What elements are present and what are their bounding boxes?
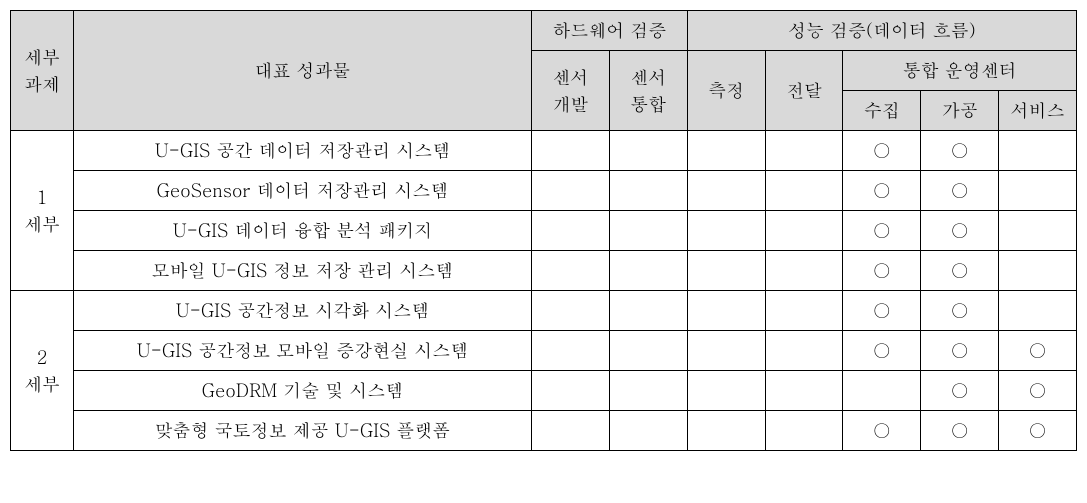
table-body: 1세부U-GIS 공간 데이터 저장관리 시스템○○GeoSensor 데이터 … xyxy=(11,131,1077,451)
mark-cell xyxy=(999,211,1077,251)
table-row: GeoSensor 데이터 저장관리 시스템 ○○ xyxy=(11,171,1077,211)
mark-cell: ○ xyxy=(921,331,999,371)
mark-cell: ○ xyxy=(843,171,921,211)
header-perf-verify: 성능 검증(데이터 흐름) xyxy=(687,11,1076,51)
mark-cell: ○ xyxy=(921,251,999,291)
mark-cell xyxy=(999,291,1077,331)
mark-cell xyxy=(609,171,687,211)
mark-cell xyxy=(765,131,843,171)
mark-cell xyxy=(687,331,765,371)
deliverable-name: GeoSensor 데이터 저장관리 시스템 xyxy=(73,171,531,211)
table-row: GeoDRM 기술 및 시스템 ○○ xyxy=(11,371,1077,411)
mark-cell xyxy=(531,171,609,211)
mark-cell xyxy=(531,331,609,371)
header-sensor-int: 센서통합 xyxy=(609,51,687,131)
header-sensor-dev: 센서개발 xyxy=(531,51,609,131)
mark-cell xyxy=(531,291,609,331)
deliverable-name: U-GIS 데이터 융합 분석 패키지 xyxy=(73,211,531,251)
header-service: 서비스 xyxy=(999,91,1077,131)
mark-cell xyxy=(687,251,765,291)
mark-cell xyxy=(531,371,609,411)
mark-cell: ○ xyxy=(921,171,999,211)
deliverable-name: 모바일 U-GIS 정보 저장 관리 시스템 xyxy=(73,251,531,291)
table-row: 맞춤형 국토정보 제공 U-GIS 플랫폼○○○ xyxy=(11,411,1077,451)
table-row: 모바일 U-GIS 정보 저장 관리 시스템 ○○ xyxy=(11,251,1077,291)
deliverable-name: U-GIS 공간 데이터 저장관리 시스템 xyxy=(73,131,531,171)
mark-cell xyxy=(765,331,843,371)
mark-cell xyxy=(765,371,843,411)
table-header: 세부과제 대표 성과물 하드웨어 검증 성능 검증(데이터 흐름) 센서개발 센… xyxy=(11,11,1077,131)
mark-cell: ○ xyxy=(921,211,999,251)
mark-cell: ○ xyxy=(843,291,921,331)
mark-cell xyxy=(531,251,609,291)
mark-cell xyxy=(765,171,843,211)
mark-cell xyxy=(687,371,765,411)
mark-cell xyxy=(843,371,921,411)
mark-cell xyxy=(765,211,843,251)
mark-cell xyxy=(999,131,1077,171)
mark-cell: ○ xyxy=(921,371,999,411)
mark-cell xyxy=(531,411,609,451)
mark-cell xyxy=(531,131,609,171)
mark-cell xyxy=(609,131,687,171)
mark-cell xyxy=(609,331,687,371)
mark-cell xyxy=(609,211,687,251)
mark-cell xyxy=(609,371,687,411)
mark-cell xyxy=(765,251,843,291)
mark-cell xyxy=(531,211,609,251)
mark-cell xyxy=(687,211,765,251)
header-deliverable: 대표 성과물 xyxy=(73,11,531,131)
mark-cell xyxy=(765,291,843,331)
header-deliver: 전달 xyxy=(765,51,843,131)
mark-cell xyxy=(687,411,765,451)
mark-cell xyxy=(609,411,687,451)
mark-cell xyxy=(687,131,765,171)
section-label: 2세부 xyxy=(11,291,74,451)
mark-cell: ○ xyxy=(843,131,921,171)
mark-cell: ○ xyxy=(843,331,921,371)
mark-cell: ○ xyxy=(921,291,999,331)
header-process: 가공 xyxy=(921,91,999,131)
deliverable-name: 맞춤형 국토정보 제공 U-GIS 플랫폼 xyxy=(73,411,531,451)
header-hw-verify: 하드웨어 검증 xyxy=(531,11,687,51)
mark-cell: ○ xyxy=(843,251,921,291)
section-label: 1세부 xyxy=(11,131,74,291)
table-row: 2세부U-GIS 공간정보 시각화 시스템○○ xyxy=(11,291,1077,331)
mark-cell: ○ xyxy=(921,131,999,171)
header-measure: 측정 xyxy=(687,51,765,131)
mark-cell: ○ xyxy=(999,331,1077,371)
mark-cell xyxy=(999,171,1077,211)
mark-cell xyxy=(609,291,687,331)
mark-cell: ○ xyxy=(921,411,999,451)
verification-matrix-table: 세부과제 대표 성과물 하드웨어 검증 성능 검증(데이터 흐름) 센서개발 센… xyxy=(10,10,1077,451)
mark-cell: ○ xyxy=(999,371,1077,411)
deliverable-name: U-GIS 공간정보 모바일 증강현실 시스템 xyxy=(73,331,531,371)
table-row: 1세부U-GIS 공간 데이터 저장관리 시스템○○ xyxy=(11,131,1077,171)
mark-cell xyxy=(765,411,843,451)
table-row: U-GIS 데이터 융합 분석 패키지 ○○ xyxy=(11,211,1077,251)
mark-cell: ○ xyxy=(999,411,1077,451)
deliverable-name: GeoDRM 기술 및 시스템 xyxy=(73,371,531,411)
mark-cell xyxy=(687,291,765,331)
mark-cell xyxy=(609,251,687,291)
mark-cell: ○ xyxy=(843,411,921,451)
mark-cell xyxy=(999,251,1077,291)
header-collect: 수집 xyxy=(843,91,921,131)
deliverable-name: U-GIS 공간정보 시각화 시스템 xyxy=(73,291,531,331)
mark-cell xyxy=(687,171,765,211)
header-op-center: 통합 운영센터 xyxy=(843,51,1077,91)
mark-cell: ○ xyxy=(843,211,921,251)
header-section: 세부과제 xyxy=(11,11,74,131)
table-row: U-GIS 공간정보 모바일 증강현실 시스템○○○ xyxy=(11,331,1077,371)
